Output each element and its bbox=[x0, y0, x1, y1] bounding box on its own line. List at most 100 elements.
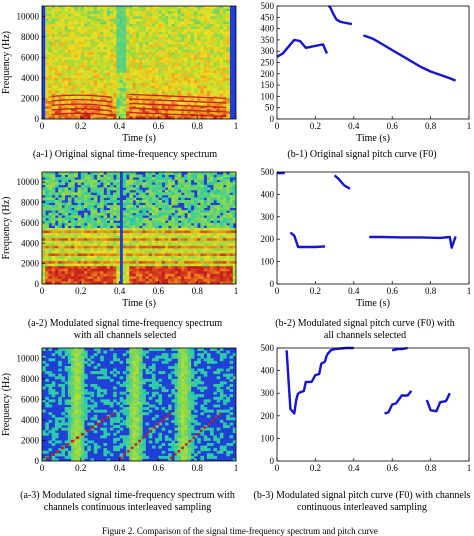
spectrogram-cell bbox=[55, 213, 59, 216]
spectrogram-cell bbox=[91, 50, 95, 53]
spectrogram-cell bbox=[110, 218, 114, 221]
spectrogram-cell bbox=[194, 32, 198, 35]
spectrogram-cell bbox=[149, 231, 153, 234]
spectrogram-cell bbox=[213, 182, 217, 185]
spectrogram-cell bbox=[181, 88, 185, 91]
spectrogram-cell bbox=[171, 228, 175, 231]
spectrogram-cell bbox=[149, 203, 153, 206]
spectrogram-cell bbox=[45, 6, 49, 9]
spectrogram-cell bbox=[162, 24, 166, 27]
spectrogram-cell bbox=[120, 6, 124, 9]
spectrogram-cell bbox=[55, 83, 59, 86]
spectrogram-cell bbox=[91, 259, 95, 262]
spectrogram-cell bbox=[110, 238, 114, 241]
spectrogram-cell bbox=[220, 274, 224, 277]
spectrogram-cell bbox=[230, 236, 234, 239]
x-tick-label: 1 bbox=[234, 121, 239, 131]
spectrogram-cell bbox=[194, 271, 198, 274]
spectrogram-cell bbox=[197, 266, 201, 269]
spectrogram-cell bbox=[123, 259, 127, 262]
spectrogram-cell bbox=[42, 192, 46, 195]
spectrogram-cell bbox=[65, 238, 69, 241]
spectrogram-cell bbox=[178, 218, 182, 221]
spectrogram-cell bbox=[194, 29, 198, 32]
spectrogram-cell bbox=[133, 91, 137, 94]
spectrogram-cell bbox=[71, 225, 75, 228]
spectrogram-cell bbox=[52, 233, 56, 236]
spectrogram-cell bbox=[52, 86, 56, 89]
spectrogram-cell bbox=[71, 57, 75, 60]
spectrogram-cell bbox=[191, 261, 195, 264]
spectrogram-cell bbox=[168, 47, 172, 50]
spectrogram-cell bbox=[100, 88, 104, 91]
spectrogram-cell bbox=[168, 101, 172, 104]
spectrogram-cell bbox=[107, 233, 111, 236]
spectrogram-cell bbox=[178, 111, 182, 114]
spectrogram-cell bbox=[194, 259, 198, 262]
spectrogram-cell bbox=[87, 63, 91, 66]
spectrogram-cell bbox=[171, 78, 175, 81]
spectrogram-cell bbox=[129, 200, 133, 203]
spectrogram-cell bbox=[191, 9, 195, 12]
spectrogram-cell bbox=[97, 75, 101, 78]
spectrogram-cell bbox=[58, 243, 62, 246]
spectrogram-cell bbox=[78, 251, 82, 254]
spectrogram-cell bbox=[142, 261, 146, 264]
spectrogram-cell bbox=[197, 47, 201, 50]
spectrogram-cell bbox=[142, 228, 146, 231]
spectrogram-cell bbox=[45, 208, 49, 211]
spectrogram-cell bbox=[42, 430, 46, 433]
spectrogram-cell bbox=[65, 251, 69, 254]
spectrogram-cell bbox=[220, 104, 224, 107]
spectrogram-cell bbox=[126, 96, 130, 99]
spectrogram-cell bbox=[78, 269, 82, 272]
spectrogram-cell bbox=[129, 271, 133, 274]
spectrogram-cell bbox=[184, 264, 188, 267]
spectrogram-cell bbox=[74, 60, 78, 63]
spectrogram-cell bbox=[123, 243, 127, 246]
spectrogram-cell bbox=[116, 78, 120, 81]
spectrogram-cell bbox=[220, 27, 224, 30]
spectrogram-cell bbox=[204, 14, 208, 17]
spectrogram-cell bbox=[87, 271, 91, 274]
spectrogram-cell bbox=[145, 50, 149, 53]
spectrogram-cell bbox=[103, 6, 107, 9]
spectrogram-cell bbox=[81, 60, 85, 63]
spectrogram-cell bbox=[188, 21, 192, 24]
spectrogram-cell bbox=[226, 57, 230, 60]
spectrogram-cell bbox=[126, 172, 130, 175]
spectrogram-cell bbox=[126, 261, 130, 264]
spectrogram-cell bbox=[220, 279, 224, 282]
spectrogram-cell bbox=[145, 19, 149, 22]
spectrogram-cell bbox=[145, 223, 149, 226]
spectrogram-cell bbox=[175, 37, 179, 40]
spectrogram-cell bbox=[94, 279, 98, 282]
spectrogram-cell bbox=[200, 32, 204, 35]
spectrogram-cell bbox=[188, 180, 192, 183]
spectrogram-cell bbox=[139, 253, 143, 256]
spectrogram-cell bbox=[129, 187, 133, 190]
spectrogram-cell bbox=[110, 243, 114, 246]
spectrogram-cell bbox=[149, 251, 153, 254]
spectrogram-cell bbox=[213, 223, 217, 226]
spectrogram-cell bbox=[210, 14, 214, 17]
spectrogram-cell bbox=[162, 65, 166, 68]
spectrogram-cell bbox=[113, 197, 117, 200]
spectrogram-cell bbox=[142, 91, 146, 94]
spectrogram-cell bbox=[123, 266, 127, 269]
spectrogram-cell bbox=[68, 228, 72, 231]
spectrogram-cell bbox=[84, 269, 88, 272]
spectrogram-cell bbox=[210, 180, 214, 183]
spectrogram-cell bbox=[42, 215, 46, 218]
spectrogram-cell bbox=[103, 269, 107, 272]
spectrogram-cell bbox=[162, 86, 166, 89]
spectrogram-cell bbox=[158, 200, 162, 203]
spectrogram-cell bbox=[136, 228, 140, 231]
spectrogram-cell bbox=[65, 78, 69, 81]
spectrogram-cell bbox=[223, 73, 227, 76]
spectrogram-cell bbox=[145, 271, 149, 274]
spectrogram-cell bbox=[52, 83, 56, 86]
spectrogram-cell bbox=[84, 91, 88, 94]
spectrogram-cell bbox=[81, 6, 85, 9]
spectrogram-cell bbox=[220, 223, 224, 226]
